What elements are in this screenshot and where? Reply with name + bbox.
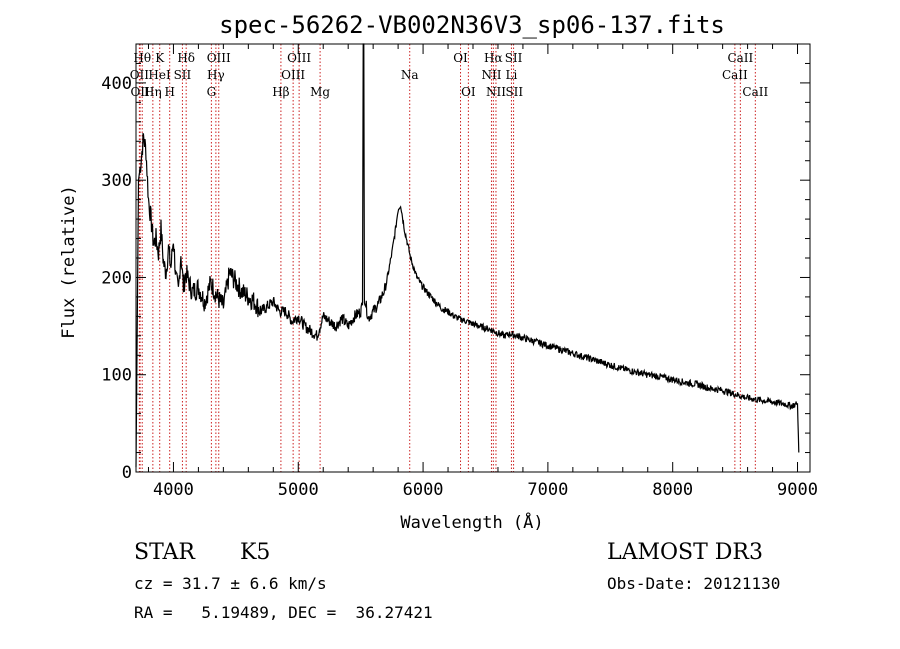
x-tick-label: 8000 — [652, 480, 693, 500]
spectral-line-label: SII — [505, 85, 523, 99]
axis-tick-labels: 4000 5000 6000 7000 8000 9000 0 100 200 300 400 — [101, 74, 818, 500]
chart-title: spec-56262-VB002N36V3_sp06-137.fits — [219, 11, 725, 39]
x-tick-label: 6000 — [403, 480, 444, 500]
spectral-line-label: NII — [486, 85, 506, 99]
plot-frame — [135, 43, 811, 473]
spectral-line-label: OI — [453, 51, 468, 65]
y-axis-label: Flux (relative) — [59, 185, 79, 339]
survey-name: LAMOST DR3 — [607, 540, 763, 565]
spectral-line-label: CaII — [742, 85, 768, 99]
spectral-line-label: SII — [505, 51, 523, 65]
spectral-line-label: OIII — [207, 51, 231, 65]
object-class: STAR — [134, 540, 195, 565]
y-tick-label: 100 — [101, 366, 132, 386]
spectral-line-label: Hγ — [207, 68, 225, 82]
spectral-line-label: Li — [506, 68, 518, 82]
spectral-line-label: Hη — [144, 85, 162, 99]
y-tick-label: 300 — [101, 171, 132, 191]
spectral-line-label: Hθ — [133, 51, 151, 65]
ra-dec-coordinates: RA = 5.19489, DEC = 36.27421 — [134, 603, 433, 622]
spectral-line-label: OII — [130, 85, 150, 99]
spectral-line-label: CaII — [722, 68, 748, 82]
spectral-line-label: H — [164, 85, 174, 99]
spectral-line-label: Hβ — [272, 85, 289, 99]
y-tick-label: 200 — [101, 268, 132, 288]
y-tick-label: 400 — [101, 74, 132, 94]
x-tick-label: 4000 — [153, 480, 194, 500]
spectral-line-label: Hα — [484, 51, 503, 65]
spectral-line-label: OII — [130, 68, 150, 82]
spectral-line-label: CaII — [727, 51, 753, 65]
redshift-velocity: cz = 31.7 ± 6.6 km/s — [134, 574, 327, 593]
spectral-line-label: NII — [481, 68, 501, 82]
x-tick-label: 7000 — [527, 480, 568, 500]
spectrum-series-line — [135, 43, 800, 468]
spectral-line-label: Mg — [310, 85, 330, 99]
spectral-line-label: OIII — [287, 51, 311, 65]
spectral-line-label: K — [155, 51, 165, 65]
observation-date: Obs-Date: 20121130 — [607, 574, 781, 593]
x-tick-label: 5000 — [278, 480, 319, 500]
spectral-line-label: SII — [174, 68, 192, 82]
axis-ticks — [136, 43, 810, 473]
spectral-line-label: OIII — [281, 68, 305, 82]
x-tick-label: 9000 — [777, 480, 818, 500]
spectral-line-label: Na — [401, 68, 419, 82]
x-axis-label: Wavelength (Å) — [400, 511, 543, 533]
spectral-line-markers — [138, 44, 756, 472]
spectral-line-label: HeI — [148, 68, 171, 82]
spectral-line-label: Hδ — [177, 51, 195, 65]
y-tick-label: 0 — [122, 463, 132, 483]
spectral-line-label: OI — [461, 85, 476, 99]
object-subclass: K5 — [240, 540, 271, 565]
spectral-line-label: G — [207, 85, 217, 99]
